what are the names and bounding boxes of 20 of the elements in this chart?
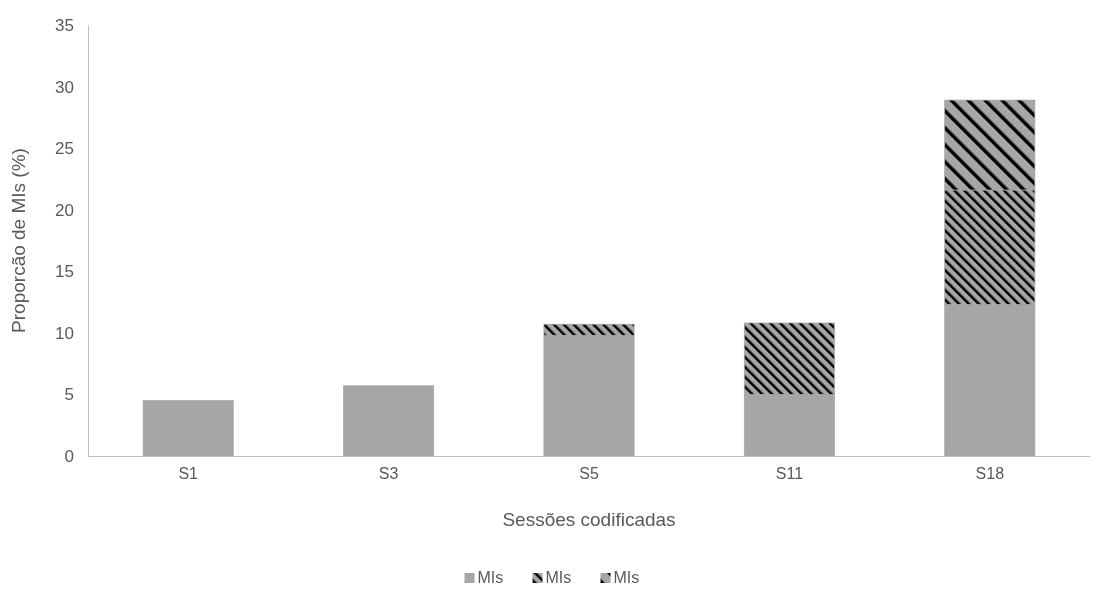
legend-label: MIs [613, 569, 640, 586]
x-tick-label: S3 [378, 465, 399, 483]
y-tick-label: 10 [55, 323, 74, 343]
y-tick-label: 30 [55, 77, 74, 97]
y-tick-label: 35 [55, 15, 74, 35]
x-tick-label: S1 [178, 465, 199, 483]
x-tick-label: S5 [579, 465, 599, 483]
x-tick-label: S18 [975, 465, 1005, 483]
x-tick-label: S11 [775, 465, 804, 483]
bar [142, 400, 234, 457]
y-tick-label: 15 [55, 262, 74, 282]
y-tick-label: 20 [55, 200, 74, 220]
y-tick-label: 25 [55, 139, 74, 159]
y-axis-title: Proporcão de MIs (%) [8, 148, 29, 333]
y-tick-label: 5 [64, 385, 74, 405]
bar [343, 385, 435, 457]
x-axis-title: Sessões codificadas [502, 509, 676, 530]
y-tick-label: 0 [64, 446, 74, 466]
legend-label: MIs [545, 569, 572, 586]
legend-label: MIs [477, 569, 504, 586]
